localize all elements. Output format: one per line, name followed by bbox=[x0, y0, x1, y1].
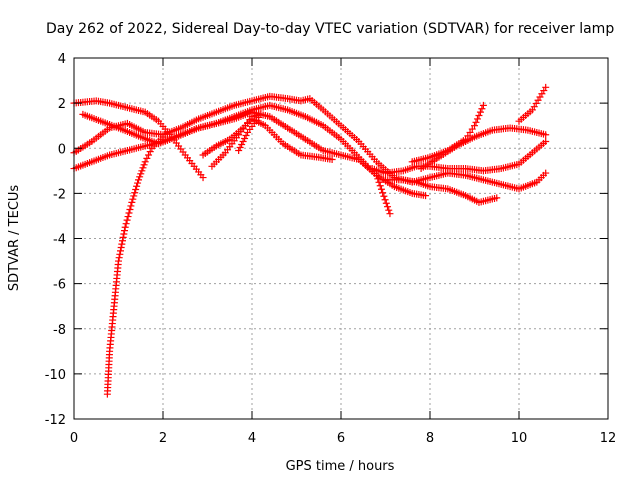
x-tick-label: 8 bbox=[426, 431, 434, 446]
data-point bbox=[380, 192, 388, 200]
data-point bbox=[115, 257, 122, 265]
data-point bbox=[235, 147, 243, 155]
data-point bbox=[472, 118, 480, 126]
data-point bbox=[130, 192, 138, 200]
data-point bbox=[238, 140, 246, 148]
data-point bbox=[146, 148, 154, 156]
data-point bbox=[542, 131, 550, 139]
data-point bbox=[478, 105, 486, 113]
data-point bbox=[139, 164, 147, 172]
data-point bbox=[199, 174, 207, 182]
series-track-11 bbox=[515, 83, 550, 125]
data-point bbox=[141, 158, 149, 166]
data-point bbox=[121, 227, 129, 235]
data-point bbox=[422, 192, 430, 200]
series-track-8 bbox=[382, 176, 501, 206]
data-point bbox=[125, 209, 133, 217]
data-point bbox=[126, 205, 134, 213]
data-point bbox=[133, 182, 141, 190]
x-tick-label: 4 bbox=[248, 431, 256, 446]
data-point bbox=[132, 186, 140, 194]
x-axis-label: GPS time / hours bbox=[286, 459, 395, 474]
data-point bbox=[542, 137, 550, 145]
data-point bbox=[135, 176, 143, 184]
data-point bbox=[129, 195, 137, 203]
data-point bbox=[128, 198, 136, 206]
data-point bbox=[382, 199, 390, 207]
data-point bbox=[117, 244, 125, 252]
data-point bbox=[115, 254, 123, 262]
data-point bbox=[384, 203, 392, 211]
x-tick-label: 6 bbox=[337, 431, 345, 446]
series-track-6 bbox=[208, 110, 265, 170]
y-tick-label: -4 bbox=[53, 233, 66, 248]
data-point bbox=[244, 128, 252, 136]
series-track-7 bbox=[368, 137, 550, 177]
x-tick-label: 12 bbox=[600, 431, 617, 446]
y-axis-label: SDTVAR / TECUs bbox=[7, 185, 22, 292]
data-points bbox=[70, 83, 550, 398]
data-point bbox=[239, 137, 247, 145]
data-point bbox=[136, 173, 144, 181]
x-tick-label: 10 bbox=[511, 431, 528, 446]
y-tick-label: 4 bbox=[58, 52, 66, 67]
data-point bbox=[131, 189, 139, 197]
data-point bbox=[119, 233, 127, 241]
data-point bbox=[241, 134, 249, 142]
y-tick-label: 2 bbox=[58, 97, 66, 112]
series-track-12 bbox=[103, 133, 167, 398]
y-tick-label: 0 bbox=[58, 142, 66, 157]
data-point bbox=[121, 223, 129, 231]
y-tick-label: -10 bbox=[45, 368, 66, 383]
y-tick-label: -8 bbox=[53, 323, 66, 338]
data-point bbox=[159, 133, 167, 141]
data-point bbox=[120, 230, 128, 238]
y-tick-label: -2 bbox=[53, 187, 66, 202]
chart-title: Day 262 of 2022, Sidereal Day-to-day VTE… bbox=[46, 21, 614, 37]
data-point bbox=[542, 169, 550, 177]
data-point bbox=[376, 182, 384, 190]
data-point bbox=[138, 167, 146, 175]
data-point bbox=[140, 161, 148, 169]
data-point bbox=[493, 194, 501, 202]
data-point bbox=[377, 185, 385, 193]
data-point bbox=[134, 179, 142, 187]
data-point bbox=[385, 206, 393, 214]
data-point bbox=[118, 240, 126, 248]
x-tick-label: 2 bbox=[159, 431, 167, 446]
y-tick-label: -6 bbox=[53, 278, 66, 293]
data-point bbox=[137, 170, 145, 178]
data-point bbox=[122, 220, 130, 228]
ticks: 0 2 4 6 8 10 12 4 2 0 -2 -4 -6 -8 -10 -12 bbox=[45, 52, 617, 446]
data-point bbox=[542, 83, 550, 91]
data-point bbox=[117, 247, 125, 255]
data-point bbox=[143, 154, 151, 162]
data-point bbox=[479, 101, 487, 109]
data-point bbox=[386, 210, 394, 218]
data-point bbox=[116, 250, 124, 258]
data-point bbox=[375, 178, 383, 186]
x-tick-label: 0 bbox=[70, 431, 78, 446]
data-point bbox=[123, 216, 131, 224]
data-point bbox=[328, 156, 336, 164]
data-point bbox=[475, 112, 483, 120]
data-point bbox=[471, 122, 478, 130]
data-point bbox=[145, 151, 153, 159]
data-point bbox=[127, 202, 135, 210]
data-point bbox=[119, 237, 127, 245]
data-point bbox=[473, 115, 481, 123]
data-point bbox=[381, 196, 389, 204]
y-tick-label: -12 bbox=[45, 413, 66, 428]
series-track-10 bbox=[417, 124, 550, 173]
data-point bbox=[476, 108, 484, 116]
data-point bbox=[236, 143, 244, 151]
data-point bbox=[379, 189, 387, 197]
data-point bbox=[124, 213, 132, 221]
data-point bbox=[242, 131, 250, 139]
data-point bbox=[374, 175, 382, 183]
